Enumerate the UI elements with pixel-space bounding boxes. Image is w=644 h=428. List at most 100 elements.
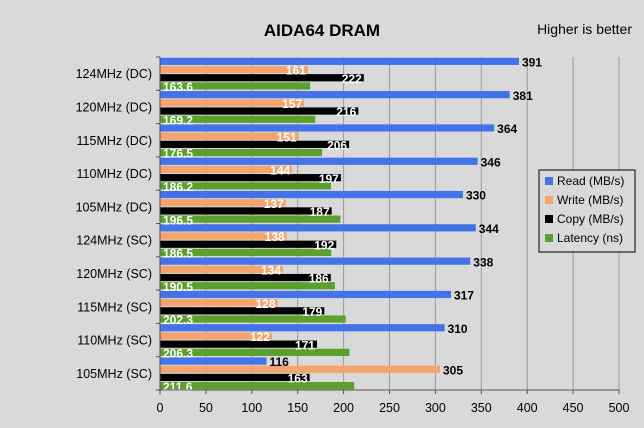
bar [160, 307, 325, 315]
value-labels: 391 161 222 163.6 381 157 216 169.2 364 151 206 176… [163, 55, 542, 393]
category-label: 115MHz (SC) [77, 300, 152, 314]
bar [160, 124, 495, 132]
data-label: 144 [270, 164, 290, 178]
data-label: 137 [264, 197, 284, 211]
data-label: 134 [261, 263, 281, 277]
chart-annotation: Higher is better [537, 21, 632, 37]
bar [160, 107, 359, 115]
bar [160, 299, 278, 307]
x-tick-label: 400 [517, 401, 538, 415]
data-label: 163 [288, 372, 308, 386]
data-label: 202.3 [163, 313, 193, 327]
data-label: 186.2 [163, 180, 193, 194]
data-label: 179 [302, 305, 322, 319]
bars [160, 57, 519, 390]
bar [160, 257, 471, 265]
data-label: 216 [336, 105, 356, 119]
x-tick-label: 50 [199, 401, 213, 415]
bar [160, 115, 316, 123]
data-label: 186 [309, 272, 329, 286]
x-tick-label: 450 [563, 401, 584, 415]
bar [160, 365, 440, 373]
category-label: 110MHz (DC) [77, 167, 152, 181]
data-label: 161 [286, 64, 306, 78]
legend-label: Write (MB/s) [557, 193, 623, 207]
category-label: 124MHz (DC) [76, 67, 152, 81]
legend-label: Copy (MB/s) [557, 212, 624, 226]
data-label: 338 [473, 255, 493, 269]
data-label: 211.6 [163, 380, 193, 394]
data-label: 128 [255, 297, 275, 311]
bar [160, 224, 476, 232]
bar [160, 282, 335, 290]
x-tick-label: 100 [241, 401, 262, 415]
bar [160, 148, 323, 157]
data-label: 222 [342, 72, 362, 86]
category-label: 120MHz (DC) [76, 100, 152, 114]
data-label: 344 [479, 222, 499, 236]
bar [160, 332, 272, 340]
bar [160, 232, 287, 240]
bar [160, 82, 311, 90]
data-label: 192 [314, 238, 334, 252]
bar [160, 348, 350, 356]
bar [160, 265, 284, 273]
data-label: 157 [282, 97, 302, 111]
data-label: 206 [327, 138, 347, 152]
legend-label: Read (MB/s) [557, 174, 624, 188]
category-label: 124MHz (SC) [76, 234, 152, 248]
bar [160, 74, 364, 82]
legend-label: Latency (ns) [557, 231, 623, 245]
data-label: 122 [250, 330, 270, 344]
axes: 0 50 100 150 200 250 300 350 400 450 500 124MHz (DC… [76, 56, 629, 415]
bar [160, 157, 478, 165]
legend-box [538, 169, 636, 253]
bar [160, 324, 445, 332]
legend-swatch [545, 177, 553, 185]
category-label: 115MHz (DC) [77, 134, 152, 148]
data-label: 305 [443, 363, 463, 377]
legend: Read (MB/s) Write (MB/s) Copy (MB/s) Latenc… [538, 169, 636, 253]
x-tick-label: 350 [471, 401, 492, 415]
data-label: 190.5 [163, 280, 193, 294]
data-label: 196.5 [163, 213, 193, 227]
bar [160, 140, 350, 148]
category-label: 105MHz (DC) [76, 200, 152, 214]
data-label: 310 [448, 322, 468, 336]
x-tick-label: 250 [379, 401, 400, 415]
x-tick-label: 300 [425, 401, 446, 415]
legend-swatch [545, 215, 553, 223]
bar [160, 315, 346, 323]
bar [160, 132, 299, 140]
category-label: 105MHz (SC) [76, 367, 152, 381]
bar [160, 182, 331, 190]
data-label: 197 [319, 172, 339, 186]
data-label: 381 [513, 89, 533, 103]
bar [160, 373, 310, 382]
data-label: 391 [522, 55, 542, 69]
data-label: 330 [466, 189, 486, 203]
bar [160, 273, 331, 282]
legend-swatch [545, 196, 553, 204]
bar [160, 290, 452, 299]
category-label: 120MHz (SC) [76, 267, 152, 281]
x-tick-label: 150 [287, 401, 308, 415]
x-tick-label: 0 [157, 401, 164, 415]
data-label: 176.5 [163, 147, 193, 161]
data-label: 163.6 [163, 80, 193, 94]
chart-title: AIDA64 DRAM [264, 21, 380, 40]
data-label: 138 [265, 230, 285, 244]
data-label: 187 [310, 205, 330, 219]
bar [160, 357, 267, 365]
bar [160, 248, 332, 257]
bar [160, 65, 308, 74]
bar [160, 91, 510, 99]
bar [160, 99, 305, 107]
data-label: 171 [295, 338, 315, 352]
data-label: 364 [497, 122, 517, 136]
bar [160, 199, 286, 207]
bar [160, 165, 293, 174]
bar [160, 57, 519, 65]
